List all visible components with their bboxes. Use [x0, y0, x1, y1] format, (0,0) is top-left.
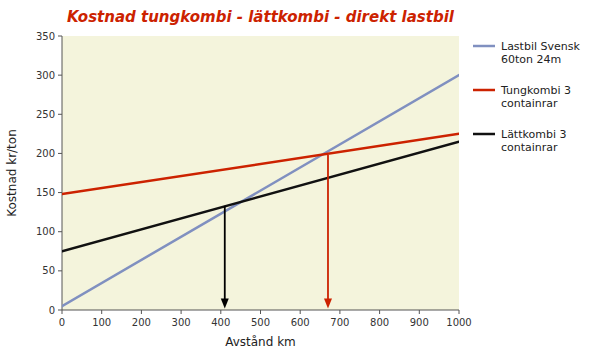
y-tick-label: 150: [36, 187, 55, 198]
y-tick: [58, 36, 62, 37]
x-tick: [379, 310, 380, 314]
y-tick: [58, 114, 62, 115]
y-axis: [62, 36, 63, 310]
x-tick: [62, 310, 63, 314]
x-tick: [141, 310, 142, 314]
y-tick-label: 100: [36, 226, 55, 237]
y-axis-label: Kostnad kr/ton: [5, 129, 19, 217]
plot-marks: [62, 75, 459, 308]
x-tick: [101, 310, 102, 314]
y-tick: [58, 192, 62, 193]
x-tick: [459, 310, 460, 314]
arrow-head: [324, 298, 332, 308]
arrow-shaft: [327, 155, 329, 299]
y-tick: [58, 75, 62, 76]
legend-swatch: [473, 89, 495, 92]
x-tick: [181, 310, 182, 314]
y-tick: [58, 310, 62, 311]
arrow: [324, 155, 332, 308]
y-tick-label: 0: [49, 305, 55, 316]
arrow: [221, 206, 229, 309]
x-tick: [220, 310, 221, 314]
legend-label-line: 60ton 24m: [501, 53, 561, 66]
x-axis-label: Avstånd km: [225, 335, 296, 349]
x-tick-label: 900: [410, 317, 429, 328]
legend-swatch: [473, 133, 495, 136]
x-tick-label: 700: [330, 317, 349, 328]
legend-label: Tungkombi 3containrar: [500, 84, 571, 110]
y-tick: [58, 153, 62, 154]
legend-label-line: Tungkombi 3: [500, 84, 571, 97]
y-tick: [58, 270, 62, 271]
y-tick-label: 300: [36, 70, 55, 81]
arrow-head: [221, 298, 229, 308]
x-tick: [339, 310, 340, 314]
plot-background: [62, 36, 459, 310]
y-tick: [58, 231, 62, 232]
x-tick-label: 800: [370, 317, 389, 328]
legend-label: Lastbil Svensk60ton 24m: [501, 40, 580, 66]
series-line: [62, 142, 459, 252]
legend-swatch: [473, 45, 495, 48]
x-tick-label: 400: [211, 317, 230, 328]
arrow-shaft: [224, 206, 226, 300]
legend-label-line: Lättkombi 3: [501, 128, 566, 141]
series-line: [62, 134, 459, 194]
legend-label-line: containrar: [501, 97, 558, 110]
x-tick: [260, 310, 261, 314]
x-tick-label: 1000: [446, 317, 471, 328]
x-tick-label: 200: [132, 317, 151, 328]
y-tick-label: 200: [36, 148, 55, 159]
x-tick: [419, 310, 420, 314]
legend-label: Lättkombi 3containrar: [501, 128, 566, 154]
title: Kostnad tungkombi - lättkombi - direkt l…: [67, 8, 455, 26]
y-tick-label: 50: [42, 265, 55, 276]
x-tick-label: 0: [59, 317, 65, 328]
x-tick: [300, 310, 301, 314]
y-tick-label: 250: [36, 109, 55, 120]
legend-label-line: containrar: [501, 141, 558, 154]
legend-label-line: Lastbil Svensk: [501, 40, 580, 53]
y-tick-label: 350: [36, 31, 55, 42]
x-tick-label: 100: [92, 317, 111, 328]
x-tick-label: 600: [291, 317, 310, 328]
chart: 0 100 200 300 400 500 600 700 800 900 1000 0 50 100 15…: [0, 0, 589, 356]
x-tick-label: 500: [251, 317, 270, 328]
series-line: [62, 75, 459, 306]
x-tick-label: 300: [172, 317, 191, 328]
